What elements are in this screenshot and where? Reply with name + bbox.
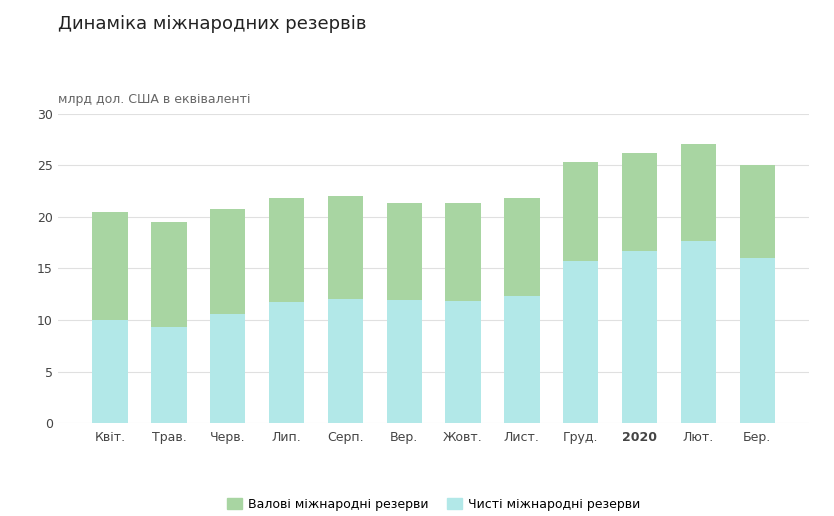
Text: Динаміка міжнародних резервів: Динаміка міжнародних резервів <box>58 15 367 34</box>
Bar <box>622 153 657 423</box>
Bar <box>445 301 480 423</box>
Bar <box>740 258 775 423</box>
Bar <box>387 300 422 423</box>
Bar <box>93 212 128 423</box>
Bar <box>563 162 598 423</box>
Legend: Валові міжнародні резерви, Чисті міжнародні резерви: Валові міжнародні резерви, Чисті міжнаро… <box>222 493 646 516</box>
Bar <box>681 241 716 423</box>
Bar <box>681 144 716 423</box>
Bar <box>445 203 480 423</box>
Bar <box>210 209 245 423</box>
Bar <box>269 302 304 423</box>
Bar <box>151 222 187 423</box>
Bar <box>93 320 128 423</box>
Bar <box>387 203 422 423</box>
Bar <box>622 251 657 423</box>
Bar <box>151 327 187 423</box>
Bar <box>740 165 775 423</box>
Bar <box>505 296 540 423</box>
Bar <box>505 198 540 423</box>
Bar <box>269 198 304 423</box>
Bar <box>210 314 245 423</box>
Bar <box>563 261 598 423</box>
Text: млрд дол. США в еквіваленті: млрд дол. США в еквіваленті <box>58 93 251 106</box>
Bar <box>328 299 363 423</box>
Bar <box>328 196 363 423</box>
